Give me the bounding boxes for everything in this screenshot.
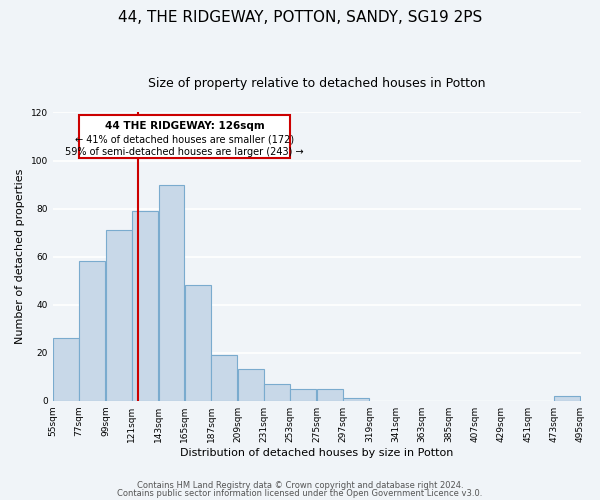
Text: Contains HM Land Registry data © Crown copyright and database right 2024.: Contains HM Land Registry data © Crown c… [137, 481, 463, 490]
Bar [238, 370, 263, 400]
Bar [343, 398, 369, 400]
Bar [106, 230, 131, 400]
Bar [79, 262, 105, 400]
Bar [158, 184, 184, 400]
Text: 44, THE RIDGEWAY, POTTON, SANDY, SG19 2PS: 44, THE RIDGEWAY, POTTON, SANDY, SG19 2P… [118, 10, 482, 25]
Y-axis label: Number of detached properties: Number of detached properties [15, 169, 25, 344]
Bar [290, 388, 316, 400]
Bar [211, 355, 237, 401]
Bar [554, 396, 580, 400]
Bar [132, 211, 158, 400]
Title: Size of property relative to detached houses in Potton: Size of property relative to detached ho… [148, 78, 485, 90]
X-axis label: Distribution of detached houses by size in Potton: Distribution of detached houses by size … [180, 448, 453, 458]
Bar [79, 115, 290, 158]
Text: Contains public sector information licensed under the Open Government Licence v3: Contains public sector information licen… [118, 488, 482, 498]
Text: 44 THE RIDGEWAY: 126sqm: 44 THE RIDGEWAY: 126sqm [105, 121, 265, 131]
Bar [53, 338, 79, 400]
Bar [317, 388, 343, 400]
Text: 59% of semi-detached houses are larger (243) →: 59% of semi-detached houses are larger (… [65, 148, 304, 158]
Bar [185, 286, 211, 401]
Bar [264, 384, 290, 400]
Text: ← 41% of detached houses are smaller (172): ← 41% of detached houses are smaller (17… [75, 134, 294, 144]
